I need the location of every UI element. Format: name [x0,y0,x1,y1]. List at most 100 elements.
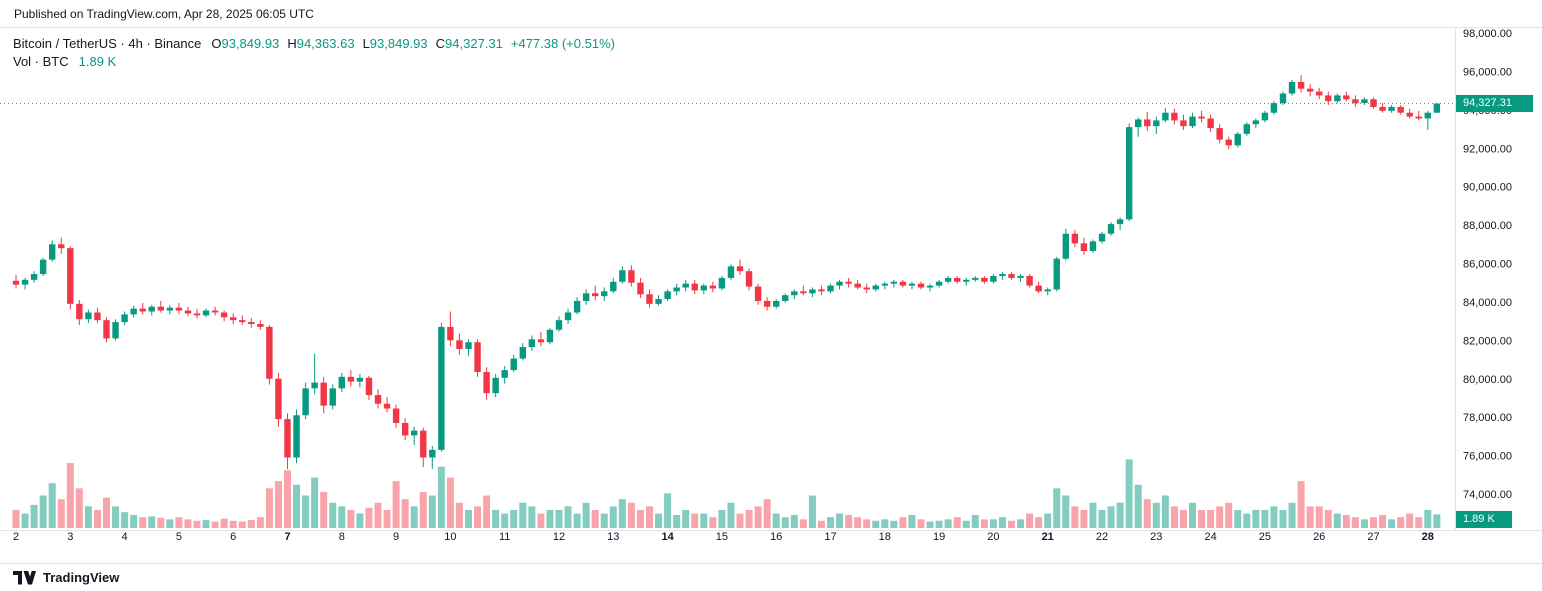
candle-body [266,326,273,379]
candle-body [1343,95,1350,100]
candle-body [1116,219,1124,225]
volume-legend-row: Vol · BTC 1.89 K [13,53,623,70]
time-tick-label: 20 [987,531,999,543]
candle-body [76,303,83,320]
candle-body [809,289,816,294]
volume-bar [21,513,29,528]
volume-bar [555,509,563,528]
candle-body [908,283,916,286]
tradingview-brand[interactable]: TradingView [43,570,120,585]
volume-bar [320,491,328,528]
candle-body [682,283,689,288]
candle-body [1234,133,1241,146]
volume-bar [265,488,273,528]
candlestick-chart[interactable]: 98,000.0096,000.0094,000.0092,000.0090,0… [0,28,1542,563]
volume-layer [12,459,1441,528]
candle-body [981,277,988,282]
symbol-title[interactable]: Bitcoin / TetherUS · 4h · Binance [13,36,202,51]
candle-body [700,285,707,291]
candle-body [1261,112,1269,121]
candle-body [1044,289,1051,292]
candle-body [1252,120,1260,125]
change-value: +477.38 (+0.51%) [510,36,615,51]
price-tick-label: 80,000.00 [1463,374,1512,386]
candle-body [293,415,300,458]
last-volume-badge: 1.89 K [1456,511,1512,528]
volume-bar [691,513,699,528]
volume-bar [1044,513,1052,528]
candle-body [175,307,183,311]
volume-bar [989,519,997,528]
candle-body [944,277,952,282]
candle-body [1207,118,1214,129]
volume-bar [1152,502,1160,528]
candle-body [863,287,870,290]
candle-body [438,326,445,450]
candle-body [890,281,898,284]
candle-body [592,293,599,297]
volume-bar [392,481,400,528]
volume-bar [1379,515,1387,528]
candle-body [1135,119,1142,128]
volume-bar [455,502,463,528]
candle-body [1415,116,1422,119]
candle-body [1270,103,1278,113]
volume-bar [1225,502,1233,528]
candle-body [1198,116,1205,119]
candle-body [917,283,925,288]
volume-bar [184,519,192,528]
time-tick-label: 12 [553,531,565,543]
volume-bar [1170,506,1178,528]
candle-body [401,422,409,436]
chart-area[interactable]: 98,000.0096,000.0094,000.0092,000.0090,0… [0,28,1542,563]
volume-bar [84,506,92,528]
volume-bar [727,502,735,528]
ohlc-high: H94,363.63 [287,36,355,51]
volume-bar [1071,506,1079,528]
candle-body [67,248,74,304]
volume-bar [1216,506,1224,528]
time-tick-label: 5 [176,531,182,543]
volume-bar [419,491,427,528]
volume-bar [157,517,165,528]
candle-body [501,370,508,378]
time-tick-label: 21 [1042,531,1054,543]
candle-body [727,266,735,278]
candle-body [1406,112,1413,117]
volume-bar [256,517,264,528]
candle-body [392,408,400,423]
volume-bar [410,506,418,528]
candle-body [972,277,979,280]
volume-bar [646,506,653,528]
price-tick-label: 84,000.00 [1463,297,1512,309]
candle-body [112,322,119,339]
tradingview-logo-icon[interactable] [13,570,36,585]
volume-bar [247,520,255,528]
candle-body [555,320,563,330]
volume-bar [347,509,355,528]
time-tick-label: 25 [1259,531,1271,543]
candle-body [230,317,237,321]
candle-body [1397,106,1404,113]
time-tick-label: 11 [499,531,510,543]
price-tick-label: 74,000.00 [1463,489,1512,501]
time-tick-label: 22 [1096,531,1108,543]
volume-bar [582,502,590,528]
candle-body [1098,233,1106,242]
volume-bar [1252,509,1260,528]
volume-bar [365,507,373,528]
volume-bar [274,481,282,528]
volume-bar [1125,459,1133,528]
volume-bar [1360,519,1368,528]
candle-body [1035,285,1042,292]
candle-body [582,293,590,301]
candle-body [456,340,463,349]
candle-body [374,395,382,404]
candle-body [338,376,345,389]
candle-body [275,378,282,420]
volume-bar [1035,517,1043,528]
volume-bar [881,519,889,528]
price-tick-label: 90,000.00 [1463,182,1512,194]
volume-bar [1179,509,1187,528]
